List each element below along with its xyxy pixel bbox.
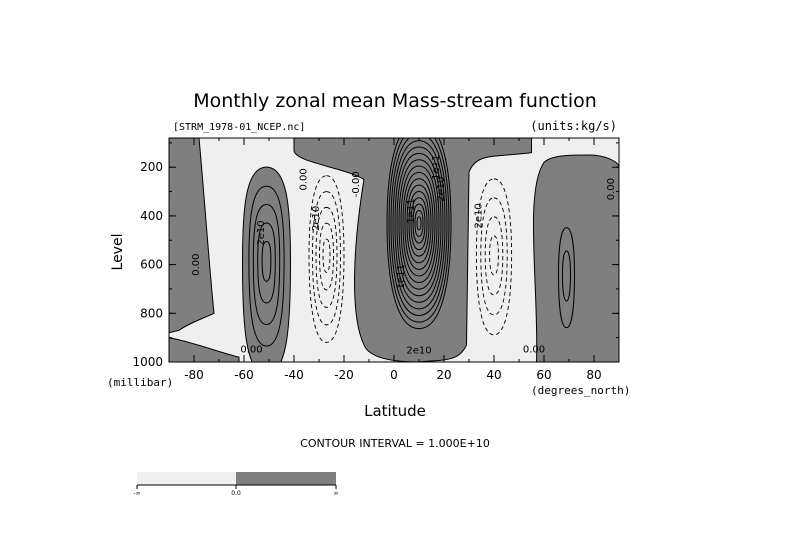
chart-title: Monthly zonal mean Mass-stream function xyxy=(193,90,597,112)
y-tick-label: 200 xyxy=(140,160,163,174)
contour-label: 2e10 xyxy=(256,220,267,245)
cell-contour xyxy=(388,138,450,323)
y-units: (millibar) xyxy=(107,376,173,389)
contour-label: 1e11 xyxy=(431,155,442,180)
axis-ticks: -80 -60 -40 -20 0 20 40 60 80 200 400 600 800 1000 xyxy=(132,138,620,382)
units-label: (units:kg/s) xyxy=(530,119,617,133)
cell-contour xyxy=(248,185,285,347)
cell-contour xyxy=(390,138,448,316)
zero-contour xyxy=(169,337,240,362)
cell-contour xyxy=(392,140,446,310)
contour-label: 0.00 xyxy=(240,344,262,355)
cell-contour xyxy=(404,178,434,270)
x-axis-label: Latitude xyxy=(364,402,426,420)
contour-label: 2e10 xyxy=(406,345,431,356)
y-tick-label: 1000 xyxy=(132,355,163,369)
contour-label: 1e11 xyxy=(406,198,417,223)
colorbar-label-min: -∞ xyxy=(133,490,140,497)
cell-contour xyxy=(394,146,444,303)
contour-label: -0.00 xyxy=(351,171,362,197)
file-label: [STRM_1978-01_NCEP.nc] xyxy=(173,122,305,133)
y-tick-label: 800 xyxy=(140,306,163,320)
x-tick-label: 20 xyxy=(436,368,451,382)
x-tick-label: -60 xyxy=(234,368,254,382)
x-tick-label: 80 xyxy=(586,368,601,382)
zero-contour xyxy=(169,138,215,334)
cell-contour xyxy=(252,204,281,326)
contour-lines xyxy=(169,138,619,362)
contour-label: 0.00 xyxy=(299,168,310,190)
contour-label: 2e10 xyxy=(311,206,322,231)
contour-labels: 0.002e100.002e10-0.001e111e111e112e102e1… xyxy=(191,155,617,357)
y-axis-label: Level xyxy=(110,234,126,271)
cell-contour xyxy=(319,222,334,291)
region-surface-positive xyxy=(169,337,239,362)
cell-contour xyxy=(308,175,345,343)
zero-contour xyxy=(532,154,619,362)
cell-contour xyxy=(484,216,504,296)
cell-contour xyxy=(416,216,422,231)
cell-contour xyxy=(312,191,341,326)
contour-label: 2e10 xyxy=(436,177,447,202)
cell-contour xyxy=(322,238,331,273)
colorbar-negative xyxy=(137,472,236,485)
cell-contour xyxy=(414,210,424,237)
x-units: (degrees_north) xyxy=(531,384,630,397)
cell-contour xyxy=(396,152,442,297)
x-tick-label: 0 xyxy=(390,368,398,382)
region-tropical-positive-cell xyxy=(294,138,532,362)
contour-label: 1e11 xyxy=(396,264,407,289)
cell-contour xyxy=(402,171,436,277)
cell-contour xyxy=(386,138,452,330)
colorbar-label-max: ∞ xyxy=(334,490,339,497)
contour-interval: CONTOUR INTERVAL = 1.000E+10 xyxy=(300,437,490,450)
plot-area xyxy=(169,138,619,362)
cell-contour xyxy=(398,159,440,290)
contour-label: 0.00 xyxy=(191,253,202,275)
zero-contour xyxy=(241,166,292,362)
cell-contour xyxy=(561,250,572,302)
cell-contour xyxy=(261,240,272,282)
colorbar-label-zero: 0.0 xyxy=(231,490,241,497)
colorbar: -∞ 0.0 ∞ xyxy=(133,472,339,497)
cell-contour xyxy=(410,197,428,251)
x-tick-label: 40 xyxy=(486,368,501,382)
cell-contour xyxy=(412,203,426,244)
contour-label: 0.00 xyxy=(606,178,617,200)
zero-contour xyxy=(293,138,532,362)
contour-label: 0.00 xyxy=(523,344,545,355)
cell-contour xyxy=(489,235,499,276)
cell-contour xyxy=(257,222,276,304)
cell-contour xyxy=(480,197,508,316)
x-tick-label: -20 xyxy=(334,368,354,382)
x-tick-label: 60 xyxy=(536,368,551,382)
cell-contour xyxy=(400,165,438,284)
cell-contour xyxy=(557,227,576,329)
y-tick-label: 600 xyxy=(140,258,163,272)
cell-contour xyxy=(406,184,432,264)
region-sh-positive-cell xyxy=(242,167,291,362)
x-tick-label: -80 xyxy=(184,368,204,382)
y-tick-label: 400 xyxy=(140,209,163,223)
contour-label: 2e10 xyxy=(474,203,485,228)
region-nh-polar-positive xyxy=(533,155,619,362)
cell-contour xyxy=(408,190,430,257)
positive-regions xyxy=(169,138,619,362)
x-tick-label: -40 xyxy=(284,368,304,382)
colorbar-positive xyxy=(236,472,336,485)
cell-contour xyxy=(315,206,338,308)
cell-contour xyxy=(475,178,513,336)
